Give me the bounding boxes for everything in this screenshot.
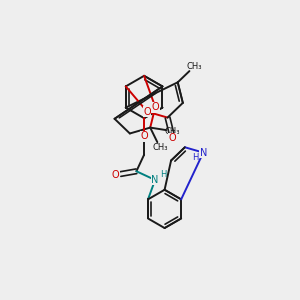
Text: CH₃: CH₃ xyxy=(152,143,168,152)
Text: H: H xyxy=(160,170,167,179)
Text: O: O xyxy=(143,107,151,117)
Text: O: O xyxy=(111,170,119,180)
Text: O: O xyxy=(169,134,176,143)
Text: O: O xyxy=(140,131,148,142)
Text: N: N xyxy=(200,148,207,158)
Text: O: O xyxy=(152,102,159,112)
Text: CH₃: CH₃ xyxy=(186,62,202,71)
Text: H: H xyxy=(192,153,198,162)
Text: N: N xyxy=(152,175,159,185)
Text: CH₃: CH₃ xyxy=(165,127,180,136)
